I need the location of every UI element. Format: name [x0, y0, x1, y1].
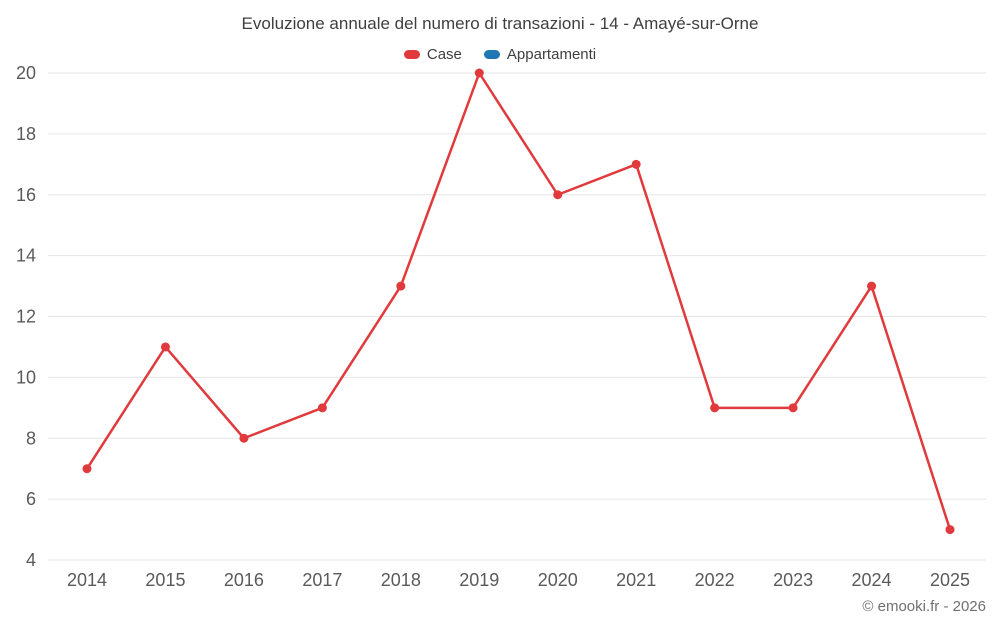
data-point-case-2024[interactable]: [867, 281, 877, 291]
data-point-case-2015[interactable]: [160, 342, 170, 352]
case-legend-swatch: [403, 50, 420, 59]
y-tick-label-20: 20: [16, 63, 36, 83]
data-point-case-2022[interactable]: [710, 403, 720, 413]
y-tick-label-18: 18: [16, 124, 36, 144]
data-point-case-2021[interactable]: [631, 159, 641, 169]
appartamenti-legend-swatch: [483, 50, 500, 59]
x-tick-label-2022: 2022: [695, 570, 735, 590]
y-tick-label-4: 4: [26, 550, 36, 570]
chart-title: Evoluzione annuale del numero di transaz…: [241, 14, 759, 33]
data-point-case-2020[interactable]: [553, 190, 563, 200]
data-point-case-2018[interactable]: [396, 281, 406, 291]
y-tick-label-14: 14: [16, 246, 36, 266]
x-tick-label-2015: 2015: [145, 570, 185, 590]
x-tick-label-2019: 2019: [459, 570, 499, 590]
chart-legend: Case Appartamenti: [0, 46, 1000, 63]
data-point-case-2014[interactable]: [82, 464, 92, 474]
data-point-case-2017[interactable]: [317, 403, 327, 413]
y-tick-label-16: 16: [16, 185, 36, 205]
appartamenti-legend-label: Appartamenti: [506, 46, 597, 63]
data-point-case-2023[interactable]: [788, 403, 798, 413]
data-point-case-2016[interactable]: [239, 433, 249, 443]
copyright-footer: © emooki.fr - 2026: [862, 598, 986, 615]
legend-item-case[interactable]: Case: [403, 46, 462, 63]
y-tick-label-12: 12: [16, 307, 36, 327]
series-line-case: [85, 71, 952, 531]
case-legend-label: Case: [426, 46, 462, 63]
x-tick-label-2017: 2017: [302, 570, 342, 590]
y-tick-label-6: 6: [26, 489, 36, 509]
x-tick-label-2025: 2025: [930, 570, 970, 590]
x-tick-label-2024: 2024: [852, 570, 892, 590]
data-point-case-2019[interactable]: [474, 68, 484, 78]
y-tick-label-8: 8: [26, 428, 36, 448]
x-tick-label-2023: 2023: [773, 570, 813, 590]
x-tick-label-2018: 2018: [381, 570, 421, 590]
data-point-case-2025[interactable]: [945, 525, 955, 535]
x-tick-label-2021: 2021: [616, 570, 656, 590]
x-tick-label-2020: 2020: [538, 570, 578, 590]
x-tick-label-2016: 2016: [224, 570, 264, 590]
y-tick-label-10: 10: [16, 367, 36, 387]
legend-item-appartamenti[interactable]: Appartamenti: [483, 46, 597, 63]
x-tick-label-2014: 2014: [67, 570, 107, 590]
